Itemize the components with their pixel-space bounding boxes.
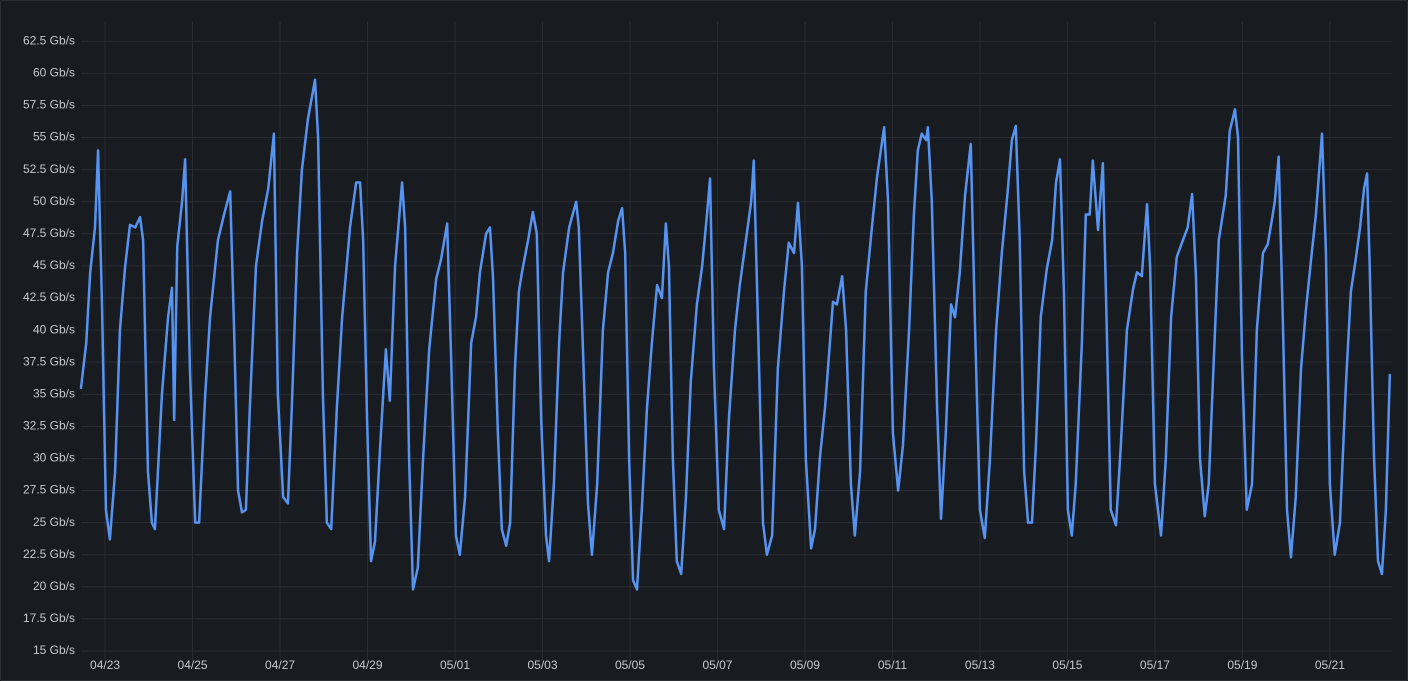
y-tick-label: 40 Gb/s xyxy=(33,322,75,336)
y-tick-label: 25 Gb/s xyxy=(33,515,75,529)
y-tick-label: 37.5 Gb/s xyxy=(23,354,75,368)
y-tick-label: 47.5 Gb/s xyxy=(23,226,75,240)
y-tick-label: 22.5 Gb/s xyxy=(23,547,75,561)
y-tick-label: 17.5 Gb/s xyxy=(23,611,75,625)
x-tick-label: 05/19 xyxy=(1227,658,1257,672)
y-tick-label: 62.5 Gb/s xyxy=(23,33,75,47)
x-tick-label: 05/01 xyxy=(440,658,470,672)
x-tick-label: 05/13 xyxy=(965,658,995,672)
x-tick-label: 05/21 xyxy=(1315,658,1345,672)
x-tick-label: 05/17 xyxy=(1140,658,1170,672)
series-line xyxy=(79,78,1392,591)
y-tick-label: 27.5 Gb/s xyxy=(23,483,75,497)
y-tick-label: 15 Gb/s xyxy=(33,643,75,657)
y-tick-label: 57.5 Gb/s xyxy=(23,98,75,112)
x-tick-label: 05/15 xyxy=(1052,658,1082,672)
y-tick-label: 45 Gb/s xyxy=(33,258,75,272)
y-tick-label: 60 Gb/s xyxy=(33,66,75,80)
y-tick-label: 30 Gb/s xyxy=(33,451,75,465)
x-tick-label: 04/25 xyxy=(178,658,208,672)
y-tick-label: 32.5 Gb/s xyxy=(23,419,75,433)
x-tick-label: 05/03 xyxy=(527,658,557,672)
y-tick-label: 55 Gb/s xyxy=(33,130,75,144)
y-tick-label: 42.5 Gb/s xyxy=(23,290,75,304)
x-tick-label: 04/27 xyxy=(265,658,295,672)
x-tick-label: 05/11 xyxy=(878,658,907,672)
x-tick-label: 05/05 xyxy=(615,658,645,672)
x-tick-label: 05/09 xyxy=(790,658,820,672)
y-tick-label: 52.5 Gb/s xyxy=(23,162,75,176)
x-tick-label: 05/07 xyxy=(702,658,732,672)
y-tick-label: 20 Gb/s xyxy=(33,579,75,593)
x-tick-label: 04/23 xyxy=(90,658,120,672)
x-tick-label: 04/29 xyxy=(353,658,383,672)
y-tick-label: 35 Gb/s xyxy=(33,386,75,400)
y-tick-label: 50 Gb/s xyxy=(33,194,75,208)
